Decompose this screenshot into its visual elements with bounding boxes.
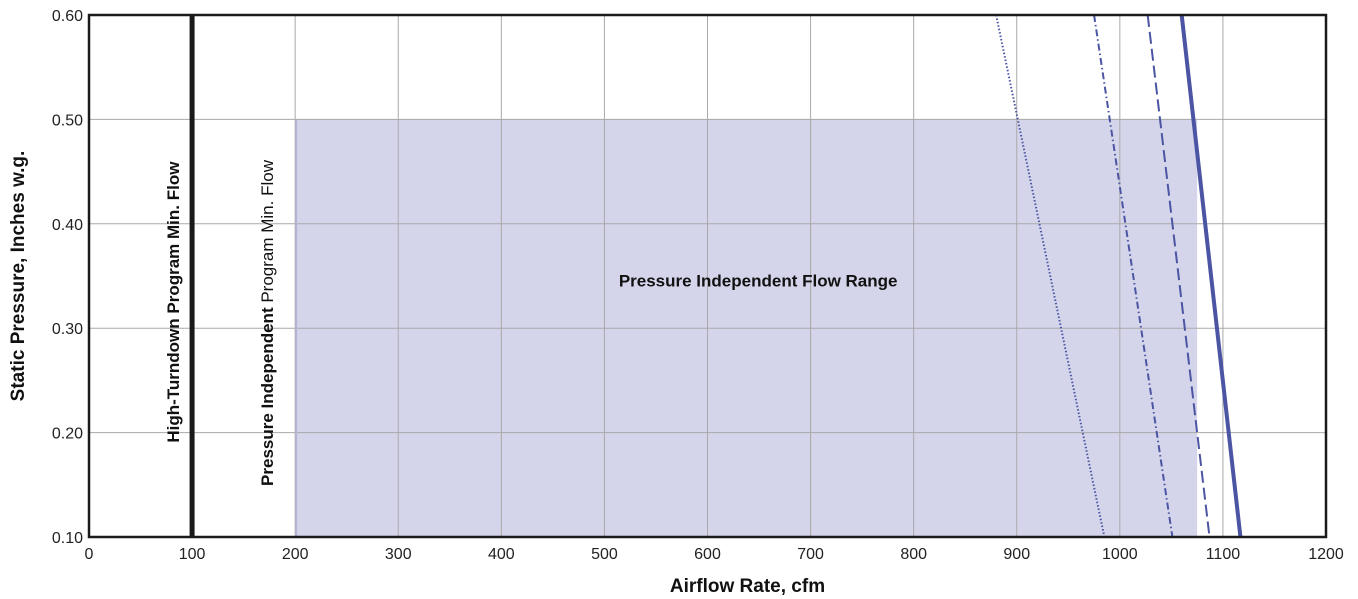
program-min-flow-label-light: Program Min. Flow — [258, 159, 277, 307]
y-tick-label: 0.30 — [52, 321, 83, 338]
x-tick-label: 1100 — [1206, 546, 1241, 563]
series-line-dashed — [1146, 14, 1211, 538]
x-tick-label: 200 — [282, 546, 309, 563]
series-line-dash-dot — [1093, 14, 1174, 538]
y-axis-title: Static Pressure, Inches w.g. — [8, 151, 29, 402]
reference-layer — [189, 15, 298, 537]
x-tick-label: 600 — [694, 546, 721, 563]
x-tick-label: 1000 — [1102, 546, 1138, 563]
plot-frame — [87, 13, 1328, 539]
region-label: Pressure Independent Flow Range — [619, 271, 898, 290]
x-tick-label: 900 — [1003, 546, 1030, 563]
tick-layer: 0 100 200 300 400 500 600 700 800 900 1000 1100 1200… — [52, 8, 1344, 563]
x-tick-label: 400 — [488, 546, 515, 563]
x-tick-label: 500 — [591, 546, 618, 563]
x-tick-label: 100 — [179, 546, 206, 563]
series-line-solid — [1179, 14, 1243, 538]
pressure-independent-label-bold: Pressure Independent — [258, 307, 277, 486]
x-tick-label: 300 — [385, 546, 412, 563]
y-tick-label: 0.50 — [52, 112, 83, 129]
label-layer: Airflow Rate, cfm Static Pressure, Inches… — [8, 151, 897, 597]
pressure-independent-min-flow-label: Pressure Independent Program Min. Flow — [258, 159, 277, 486]
x-tick-label: 700 — [797, 546, 824, 563]
frame-layer — [87, 13, 1328, 539]
y-tick-label: 0.60 — [52, 8, 83, 25]
y-tick-label: 0.20 — [52, 426, 83, 443]
y-tick-label: 0.10 — [52, 530, 83, 547]
x-tick-label: 800 — [900, 546, 927, 563]
y-tick-label: 0.40 — [52, 217, 83, 234]
grid-layer — [89, 15, 1326, 537]
series-layer — [995, 14, 1243, 538]
x-tick-label: 0 — [85, 546, 94, 563]
x-tick-label: 1200 — [1308, 546, 1344, 563]
series-line-dotted — [995, 14, 1106, 538]
high-turndown-label: High-Turndown Program Min. Flow — [164, 161, 183, 443]
x-axis-title: Airflow Rate, cfm — [670, 576, 825, 597]
